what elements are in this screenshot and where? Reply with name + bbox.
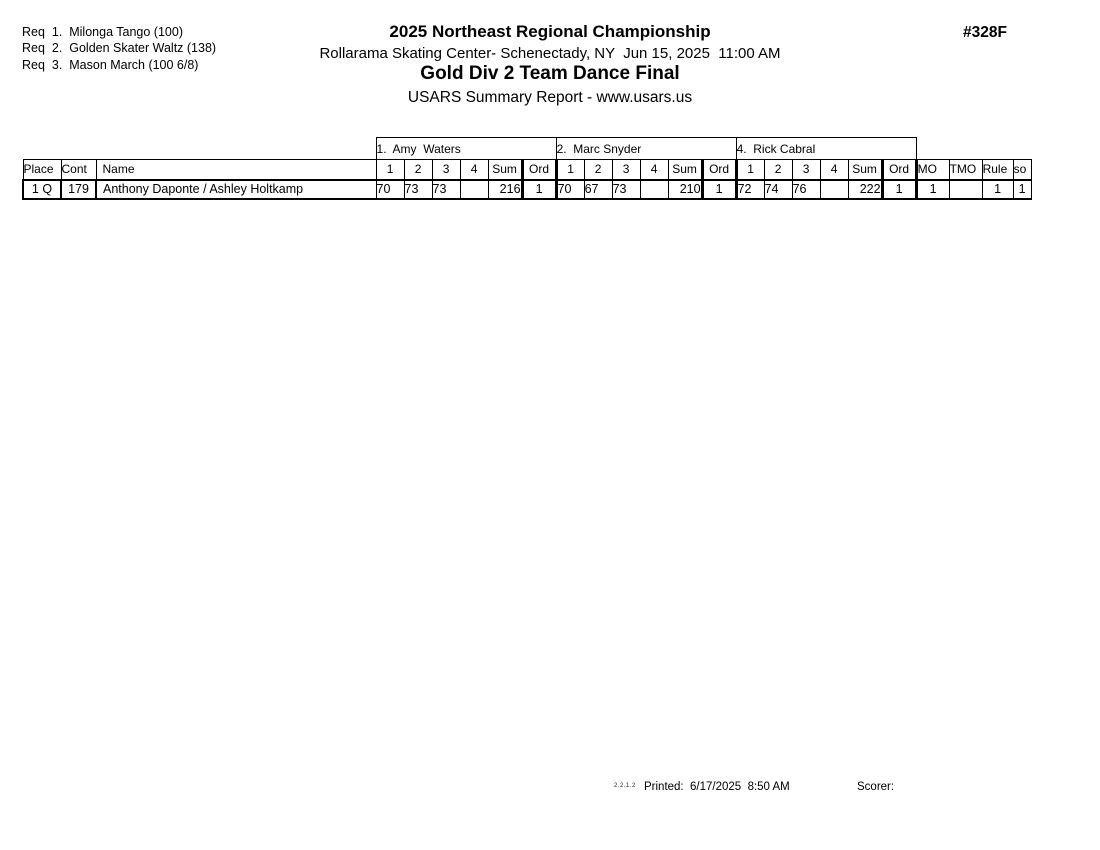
col-header-j1-1: 1 [375,159,405,180]
j3-score4-cell [819,178,849,200]
j3-ord-cell: 1 [880,178,918,200]
judge-name-cell-3: 4. Rick Cabral [735,137,917,160]
col-header-j3-ord: Ord [880,159,918,180]
mo-cell: 1 [915,178,950,200]
col-header-j2-3: 3 [611,159,641,180]
col-header-j2-2: 2 [583,159,613,180]
col-header-j3-3: 3 [791,159,821,180]
requirements-list: Req 1. Milonga Tango (100) Req 2. Golden… [22,24,216,73]
col-header-place: Place [22,159,62,180]
j1-sum-cell: 216 [487,178,523,200]
col-header-name: Name [95,159,377,180]
col-header-rule: Rule [981,159,1014,180]
event-number: #328F [963,24,1007,41]
championship-title: 2025 Northeast Regional Championship [389,22,711,41]
j2-ord-cell: 1 [700,178,738,200]
judge-name-cell-2: 2. Marc Snyder [555,137,737,160]
results-table: 1. Amy Waters 2. Marc Snyder 4. Rick Cab… [22,137,1032,200]
col-header-j1-sum: Sum [487,159,523,180]
column-header-row: Place Cont Name 1 2 3 4 Sum Ord 1 2 3 4 … [22,159,1032,180]
venue-datetime: Rollarama Skating Center- Schenectady, N… [319,45,781,62]
judge-row-spacer-left [23,138,376,160]
tmo-cell [948,178,983,200]
j1-score2-cell: 73 [403,178,433,200]
col-header-j2-sum: Sum [667,159,703,180]
col-header-j2-ord: Ord [700,159,738,180]
col-header-j1-4: 4 [459,159,489,180]
j1-score4-cell [459,178,489,200]
j2-score2-cell: 67 [583,178,613,200]
software-version: 2.2.1.2 [614,783,636,789]
col-header-so: so [1012,159,1032,180]
skater-names-cell: Anthony Daponte / Ashley Holtkamp [95,178,377,200]
col-header-j3-2: 2 [763,159,793,180]
j2-score4-cell [639,178,669,200]
place-cell: 1 Q [22,178,62,200]
j3-score1-cell: 72 [735,178,765,200]
col-header-j1-3: 3 [431,159,461,180]
col-header-j3-1: 1 [735,159,765,180]
j1-score1-cell: 70 [375,178,405,200]
report-subtitle: USARS Summary Report - www.usars.us [407,89,693,106]
col-header-j1-2: 2 [403,159,433,180]
j2-score3-cell: 73 [611,178,641,200]
judge-row-spacer-right [916,138,1031,160]
so-cell: 1 [1012,178,1032,200]
rule-cell: 1 [981,178,1014,200]
j1-score3-cell: 73 [431,178,461,200]
col-header-j3-sum: Sum [847,159,883,180]
judge-names-row: 1. Amy Waters 2. Marc Snyder 4. Rick Cab… [23,137,1031,160]
j3-score3-cell: 76 [791,178,821,200]
requirement-line-1: Req 1. Milonga Tango (100) [22,25,183,39]
col-header-tmo: TMO [948,159,983,180]
judge-name-cell-1: 1. Amy Waters [375,137,557,160]
contestant-number-cell: 179 [60,178,97,200]
col-header-mo: MO [915,159,950,180]
j2-sum-cell: 210 [667,178,703,200]
col-header-j3-4: 4 [819,159,849,180]
col-header-j2-4: 4 [639,159,669,180]
printed-timestamp: Printed: 6/17/2025 8:50 AM [644,781,790,793]
col-header-j2-1: 1 [555,159,585,180]
scorer-label: Scorer: [857,781,895,793]
requirement-line-3: Req 3. Mason March (100 6/8) [22,57,199,72]
col-header-j1-ord: Ord [520,159,558,180]
requirement-line-2: Req 2. Golden Skater Waltz (138) [22,41,217,56]
j3-sum-cell: 222 [847,178,883,200]
result-row: 1 Q 179 Anthony Daponte / Ashley Holtkam… [22,178,1032,200]
event-title: Gold Div 2 Team Dance Final [420,63,680,84]
j1-ord-cell: 1 [520,178,558,200]
j2-score1-cell: 70 [555,178,585,200]
j3-score2-cell: 74 [763,178,793,200]
col-header-cont: Cont [60,159,97,180]
